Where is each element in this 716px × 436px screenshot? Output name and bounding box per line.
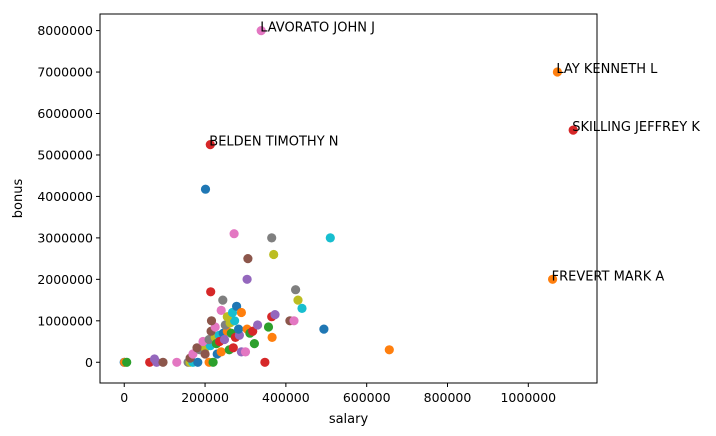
- scatter-point: [232, 301, 242, 311]
- scatter-point: [216, 305, 226, 315]
- y-tick-label: 6000000: [37, 106, 93, 121]
- scatter-point: [158, 357, 168, 367]
- scatter-point: [267, 233, 277, 243]
- scatter-point: [193, 357, 203, 367]
- scatter-point: [291, 285, 301, 295]
- scatter-point: [243, 254, 253, 264]
- y-tick-label: 8000000: [37, 23, 93, 38]
- scatter-point: [267, 332, 277, 342]
- scatter-point: [192, 343, 202, 353]
- y-tick-label: 0: [85, 355, 93, 370]
- scatter-point: [253, 320, 263, 330]
- scatter-point: [149, 354, 160, 364]
- x-tick-label: 0: [120, 390, 128, 405]
- y-tick-label: 4000000: [37, 189, 93, 204]
- y-tick-label: 7000000: [37, 65, 93, 80]
- scatter-point: [200, 184, 211, 194]
- x-tick-label: 200000: [181, 390, 229, 405]
- y-tick-label: 5000000: [37, 147, 93, 162]
- scatter-point: [200, 349, 210, 359]
- scatter-point: [269, 249, 279, 260]
- scatter-point: [248, 326, 258, 336]
- scatter-point: [122, 357, 132, 367]
- scatter-point: [249, 339, 259, 349]
- labeled-point: [256, 26, 266, 36]
- points-layer: [119, 26, 578, 367]
- scatter-point: [230, 316, 240, 326]
- scatter-point: [270, 310, 280, 320]
- scatter-point: [208, 357, 218, 367]
- x-axis-ticks: 0 200000 400000 600000 800000 1000000: [120, 383, 556, 405]
- scatter-point: [236, 307, 246, 318]
- scatter-point: [216, 347, 226, 357]
- scatter-point: [242, 274, 252, 284]
- scatter-point: [228, 343, 238, 353]
- scatter-point: [384, 345, 394, 355]
- axes-frame: [99, 13, 598, 384]
- labeled-point: [205, 140, 215, 150]
- x-axis-label: salary: [329, 412, 369, 427]
- x-tick-label: 800000: [424, 390, 472, 405]
- y-axis-label: bonus: [11, 179, 26, 219]
- scatter-point: [263, 322, 274, 332]
- scatter-point: [206, 316, 217, 326]
- x-tick-label: 1000000: [500, 390, 556, 405]
- annotations-layer: LAVORATO JOHN J LAY KENNETH L SKILLING JEF…: [209, 21, 700, 285]
- point-annotation: SKILLING JEFFREY K: [572, 120, 700, 135]
- labeled-point: [568, 125, 578, 135]
- y-axis-ticks: 0 1000000 2000000 3000000 4000000 5000000 6000…: [37, 23, 100, 370]
- point-annotation: LAY KENNETH L: [556, 62, 658, 77]
- scatter-point: [319, 324, 329, 334]
- y-tick-label: 1000000: [37, 313, 93, 328]
- labeled-point: [548, 274, 558, 284]
- scatter-point: [325, 233, 335, 243]
- x-tick-label: 400000: [262, 390, 310, 405]
- point-annotation: LAVORATO JOHN J: [260, 21, 375, 36]
- scatter-point: [206, 287, 216, 297]
- y-tick-label: 2000000: [37, 272, 93, 287]
- point-annotation: BELDEN TIMOTHY N: [209, 135, 338, 150]
- scatter-point: [240, 347, 251, 357]
- scatter-point: [172, 357, 182, 367]
- scatter-point: [218, 295, 228, 305]
- point-annotation: FREVERT MARK A: [552, 269, 665, 284]
- scatter-point: [260, 357, 270, 367]
- scatter-point: [289, 316, 299, 326]
- scatter-point: [234, 324, 244, 334]
- x-tick-label: 600000: [343, 390, 391, 405]
- labeled-point: [552, 67, 563, 77]
- scatter-point: [297, 303, 307, 313]
- scatter-point: [219, 334, 230, 345]
- y-tick-label: 3000000: [37, 230, 93, 245]
- scatter-point: [229, 229, 239, 239]
- scatter-point: [293, 295, 303, 305]
